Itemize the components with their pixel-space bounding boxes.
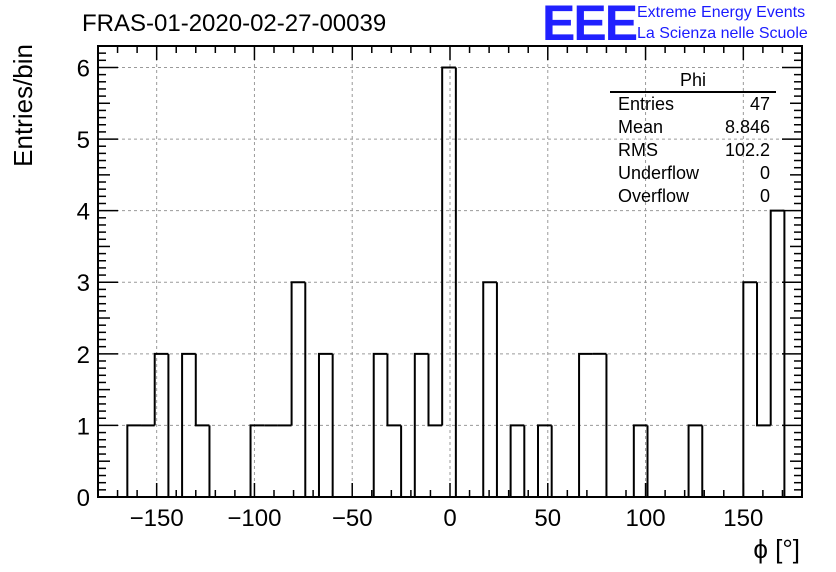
histogram-bin bbox=[509, 424, 525, 497]
histogram-bin bbox=[153, 352, 169, 426]
y-tick-label: 2 bbox=[77, 342, 90, 369]
logo-line-2: La Scienza nelle Scuole bbox=[637, 25, 808, 42]
stats-row-entries: Entries 47 bbox=[610, 93, 776, 116]
histogram-bin bbox=[701, 425, 716, 498]
histogram-bin bbox=[742, 281, 758, 497]
stats-label-rms: RMS bbox=[618, 140, 658, 160]
stats-label-mean: Mean bbox=[618, 117, 664, 137]
x-tick-label: 0 bbox=[443, 505, 456, 532]
stats-title: Phi bbox=[610, 70, 776, 93]
eee-logo: EEE bbox=[542, 0, 638, 51]
histogram-bin bbox=[181, 352, 196, 497]
histogram-bin bbox=[523, 425, 538, 498]
histogram-bin bbox=[400, 425, 415, 498]
histogram-bin bbox=[550, 425, 566, 498]
y-axis-title: Entries/bin bbox=[8, 44, 38, 167]
x-tick-label: −50 bbox=[332, 505, 373, 532]
histogram-bin bbox=[290, 281, 306, 426]
y-tick-label: 5 bbox=[77, 127, 90, 154]
y-tick-label: 4 bbox=[77, 199, 90, 226]
x-axis-title: ϕ [°] bbox=[753, 534, 800, 564]
histogram-bin bbox=[304, 282, 319, 498]
stats-box: Phi Entries 47 Mean 8.846 RMS 102.2 Unde… bbox=[610, 70, 776, 208]
histogram-bin bbox=[126, 424, 142, 497]
histogram-bin bbox=[537, 424, 552, 497]
y-tick-label: 3 bbox=[77, 270, 90, 297]
stats-value-underflow: 0 bbox=[759, 163, 770, 183]
plot-title: FRAS-01-2020-02-27-00039 bbox=[82, 10, 387, 37]
stats-value-overflow: 0 bbox=[759, 186, 770, 206]
histogram-bin bbox=[687, 424, 703, 497]
x-tick-label: −150 bbox=[130, 505, 184, 532]
stats-value-entries: 47 bbox=[749, 94, 770, 114]
histogram-bin bbox=[372, 352, 388, 497]
histogram-bin bbox=[632, 424, 648, 497]
histogram-bin bbox=[249, 424, 265, 497]
histogram-bin bbox=[194, 353, 210, 427]
stats-row-underflow: Underflow 0 bbox=[610, 162, 776, 185]
histogram-bin bbox=[578, 352, 593, 497]
histogram-bin bbox=[482, 281, 497, 497]
stats-value-mean: 8.846 bbox=[724, 117, 770, 137]
stats-row-mean: Mean 8.846 bbox=[610, 116, 776, 139]
histogram-bin bbox=[646, 425, 662, 498]
histogram-bin bbox=[441, 66, 456, 426]
stats-label-overflow: Overflow bbox=[618, 186, 690, 206]
histogram-bin bbox=[495, 282, 511, 498]
histogram-bin bbox=[317, 352, 333, 497]
histogram-bin bbox=[413, 352, 429, 497]
stats-label-entries: Entries bbox=[618, 94, 675, 114]
x-tick-label: −100 bbox=[227, 505, 281, 532]
histogram-bin bbox=[756, 282, 771, 427]
histogram-bin bbox=[427, 353, 443, 427]
histogram-bin bbox=[386, 353, 402, 427]
y-tick-label: 0 bbox=[77, 485, 90, 512]
stats-label-underflow: Underflow bbox=[618, 163, 700, 183]
histogram-bin bbox=[208, 425, 224, 498]
x-tick-label: 150 bbox=[723, 505, 763, 532]
histogram-bin bbox=[454, 67, 470, 498]
y-tick-label: 6 bbox=[77, 55, 90, 82]
x-tick-label: 100 bbox=[626, 505, 666, 532]
x-tick-label: 50 bbox=[534, 505, 561, 532]
axis-ticks bbox=[97, 45, 803, 498]
axis-labels: −150 −100 −50 0 50 100 150 0 1 2 3 4 5 6 ϕ [°] Entries/… bbox=[8, 44, 800, 564]
histogram-bin bbox=[769, 209, 785, 426]
logo-line-1: Extreme Energy Events bbox=[637, 4, 806, 21]
stats-row-rms: RMS 102.2 bbox=[610, 139, 776, 162]
stats-row-overflow: Overflow 0 bbox=[610, 185, 776, 208]
y-tick-label: 1 bbox=[77, 413, 90, 440]
stats-value-rms: 102.2 bbox=[724, 140, 770, 160]
